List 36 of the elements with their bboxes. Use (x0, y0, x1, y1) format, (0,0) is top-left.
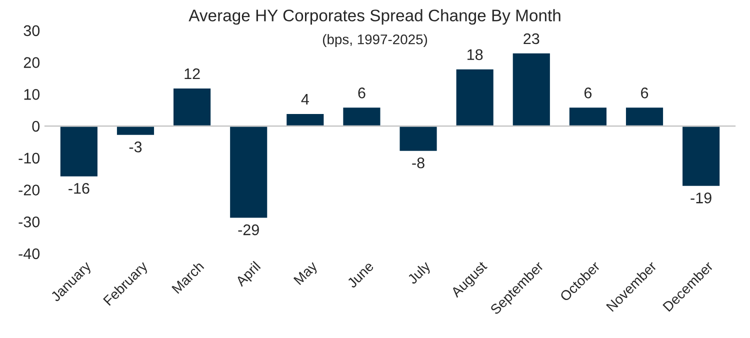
x-tick-label: July (406, 260, 434, 287)
bar (511, 52, 552, 127)
data-label: -8 (412, 157, 424, 168)
data-label: -29 (238, 224, 259, 236)
bar (568, 106, 608, 127)
data-label: 18 (468, 49, 483, 60)
y-tick-label: 0 (32, 120, 40, 132)
y-tick-label: -10 (18, 152, 40, 164)
data-label: -16 (68, 182, 90, 194)
bar (398, 125, 438, 152)
y-tick-label: 30 (24, 25, 40, 36)
chart-title: Average HY Corporates Spread Change By Month (188, 9, 560, 25)
data-label: -3 (129, 142, 142, 152)
bar (116, 125, 156, 136)
bar (285, 112, 326, 127)
y-tick-label: -20 (18, 184, 40, 196)
chart-subtitle: (bps, 1997-2025) (322, 34, 428, 48)
y-tick-label: -30 (18, 216, 40, 228)
bar (59, 125, 99, 178)
bar (624, 106, 664, 127)
data-label: 6 (358, 88, 366, 98)
bar (228, 125, 269, 220)
data-label: 23 (524, 33, 540, 44)
data-label: 6 (584, 88, 592, 98)
data-label: 6 (641, 88, 648, 98)
bar (172, 87, 212, 127)
y-tick-label: 10 (24, 89, 40, 100)
data-label: 4 (301, 94, 309, 105)
y-tick-label: 20 (24, 57, 40, 68)
y-tick-label: -40 (18, 248, 40, 260)
x-tick-label: May (293, 260, 320, 288)
bar (342, 106, 382, 127)
bar (681, 125, 721, 188)
bar (454, 68, 495, 127)
data-label: 12 (184, 68, 200, 80)
data-label: -19 (690, 192, 712, 204)
